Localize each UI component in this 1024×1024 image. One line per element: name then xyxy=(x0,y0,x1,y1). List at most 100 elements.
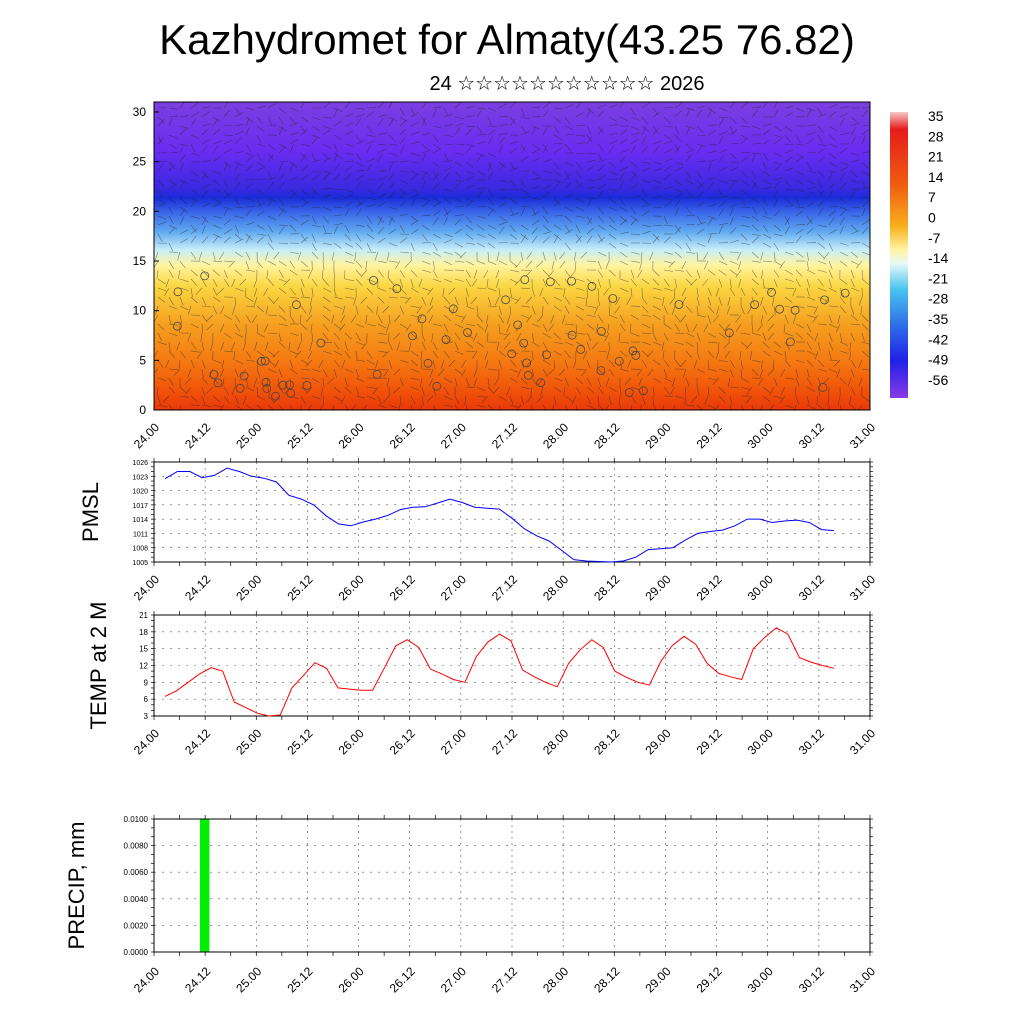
wind-barb xyxy=(828,350,832,360)
wind-barb xyxy=(597,314,604,323)
wind-barb xyxy=(652,404,657,410)
wind-barb xyxy=(693,359,698,369)
wind-barb xyxy=(454,269,465,271)
wind-barb xyxy=(219,404,225,410)
wind-barb xyxy=(828,189,833,199)
wind-barb xyxy=(223,161,232,168)
wind-barb xyxy=(300,278,305,288)
wind-barb xyxy=(366,305,374,313)
wind-barb xyxy=(761,269,764,279)
wind-barb xyxy=(685,242,691,251)
wind-barb xyxy=(245,350,252,359)
wind-barb xyxy=(817,242,826,249)
wind-barb xyxy=(212,224,222,229)
wind-barb xyxy=(542,236,550,244)
wind-barb xyxy=(597,386,604,395)
wind-barb xyxy=(817,170,825,178)
wind-barb xyxy=(278,341,286,349)
wind-barb xyxy=(679,359,687,368)
calm-wind-marker xyxy=(262,383,272,393)
wind-barb xyxy=(575,386,581,395)
wind-barb xyxy=(487,129,496,136)
wind-barb xyxy=(828,217,835,226)
wind-barb xyxy=(322,232,333,235)
wind-barb xyxy=(624,377,632,385)
wind-barb xyxy=(850,305,854,315)
wind-barb xyxy=(377,182,385,190)
wind-barb xyxy=(696,160,706,163)
wind-barb xyxy=(344,368,354,373)
wind-barb xyxy=(680,314,687,323)
wind-barb xyxy=(795,229,804,235)
wind-barb xyxy=(179,206,188,213)
wind-barb xyxy=(718,269,727,276)
wind-barb xyxy=(289,350,299,355)
wind-barb xyxy=(410,131,420,136)
wind-barb xyxy=(333,395,342,402)
wind-barb xyxy=(289,368,298,375)
wind-barb xyxy=(586,108,591,118)
y-tick-label: 1011 xyxy=(133,531,148,538)
wind-barb xyxy=(443,166,453,172)
wind-barb xyxy=(234,269,243,277)
wind-barb xyxy=(311,116,321,121)
wind-barb xyxy=(681,260,687,270)
wind-barb xyxy=(220,305,225,315)
wind-barb xyxy=(300,102,306,109)
wind-barb xyxy=(432,134,439,143)
wind-barb xyxy=(779,260,786,269)
wind-barb xyxy=(212,404,222,408)
wind-barb xyxy=(157,179,165,187)
wind-barb xyxy=(454,116,464,120)
wind-barb xyxy=(388,143,398,146)
wind-barb xyxy=(608,341,610,352)
wind-barb xyxy=(399,359,409,364)
wind-barb xyxy=(300,368,310,371)
wind-barb xyxy=(520,196,530,199)
wind-barb xyxy=(850,189,855,199)
wind-barb xyxy=(795,305,805,309)
wind-barb xyxy=(662,296,665,306)
wind-barb xyxy=(784,217,790,226)
wind-barb xyxy=(531,305,536,315)
wind-barb xyxy=(443,216,448,226)
wind-barb xyxy=(377,193,387,199)
wind-barb xyxy=(773,198,778,208)
wind-barb xyxy=(619,206,628,212)
wind-barb xyxy=(542,159,552,163)
wind-barb xyxy=(476,141,486,145)
wind-barb xyxy=(432,125,442,129)
wind-barb xyxy=(542,269,550,277)
wind-barb xyxy=(333,386,341,394)
wind-barb xyxy=(773,108,779,118)
precip-bar xyxy=(200,819,210,952)
wind-barb xyxy=(300,332,303,342)
wind-barb xyxy=(154,368,159,374)
wind-barb xyxy=(448,287,456,295)
wind-barb xyxy=(366,386,376,389)
wind-barb xyxy=(516,404,522,410)
wind-barb xyxy=(206,386,214,394)
wind-barb xyxy=(333,152,342,159)
wind-barb xyxy=(780,368,786,377)
wind-barb xyxy=(365,260,368,270)
wind-barb xyxy=(443,323,449,333)
wind-barb xyxy=(564,181,571,190)
wind-barb xyxy=(520,131,530,136)
wind-barb xyxy=(234,332,244,338)
wind-barb xyxy=(564,332,574,336)
wind-barb xyxy=(707,150,717,154)
wind-barb xyxy=(795,197,801,207)
wind-barb xyxy=(586,404,596,410)
wind-barb xyxy=(256,210,265,217)
x-tick-label: 24.00 xyxy=(131,726,162,757)
wind-barb xyxy=(309,305,313,315)
wind-barb xyxy=(432,278,442,283)
wind-barb xyxy=(426,395,434,403)
wind-barb xyxy=(187,332,192,342)
calm-wind-marker xyxy=(209,370,219,379)
wind-barb xyxy=(564,206,574,212)
wind-barb xyxy=(728,332,731,342)
x-tick-label: 26.12 xyxy=(387,726,418,757)
wind-barb xyxy=(473,377,478,387)
